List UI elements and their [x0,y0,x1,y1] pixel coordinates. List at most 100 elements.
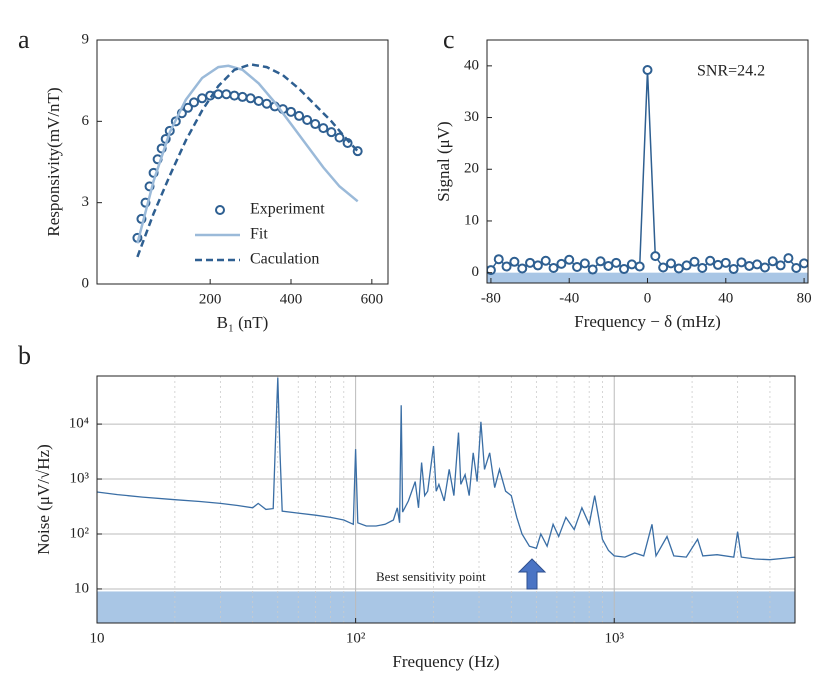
data-point [245,93,256,104]
data-point [626,259,637,270]
arrow [517,558,547,590]
legend-marker [215,205,225,215]
x-axis-label: Frequency (Hz) [392,652,499,671]
data-point [318,123,329,134]
data-point [689,256,700,267]
data-point [572,261,583,272]
data-point [799,258,808,269]
data-point [564,254,575,265]
data-line [136,64,359,244]
data-point [487,265,496,276]
data-point [548,263,559,274]
plot-area [132,63,363,258]
y-tick-label: 20 [464,161,479,177]
data-point [294,110,305,121]
data-point [611,257,622,268]
axes-frame [486,39,809,284]
y-tick-label: 30 [464,109,479,125]
y-tick-label: 6 [82,113,90,129]
legend-label: Experiment [250,201,325,218]
data-point [759,262,770,273]
y-tick-label: 10 [464,212,479,228]
data-point [673,263,684,274]
data-point [237,91,248,102]
y-tick-label: 10² [70,525,90,541]
x-tick-label: 40 [718,290,733,306]
legend-label: Caculation [250,251,319,268]
data-point [681,260,692,271]
x-tick-label: 80 [797,290,812,306]
x-tick-label: -80 [481,290,501,306]
panel-label: a [18,25,30,54]
x-tick-label: -40 [559,290,579,306]
data-point [221,89,232,100]
data-point [642,64,653,75]
data-point [182,102,193,113]
data-point [213,89,224,100]
data-point [197,93,208,104]
data-point [728,264,739,275]
y-axis-label: Noise (μV/√Hz) [34,444,53,555]
data-point [302,114,313,125]
data-point [540,255,551,266]
data-point [189,97,199,108]
x-tick-label: 400 [280,291,303,307]
data-point [744,260,755,271]
data-point [665,258,676,269]
data-line [97,377,795,561]
y-tick-label: 0 [472,264,480,280]
x-tick-label: 10² [346,630,366,646]
data-point [579,258,590,269]
data-line [490,69,805,271]
data-point [705,255,716,266]
data-line [136,63,359,258]
shaded-band [97,591,795,623]
data-point [619,264,630,275]
x-tick-label: 0 [644,290,652,306]
data-point [556,258,567,269]
data-point [783,253,794,264]
data-point [253,96,264,106]
data-point [634,261,645,272]
data-point [509,256,520,267]
data-point [697,263,708,274]
data-point [286,106,296,117]
annotation: SNR=24.2 [697,63,765,80]
panel-label: b [18,341,31,370]
data-point [712,259,723,270]
x-tick-label: 600 [361,291,384,307]
x-axis-label: Frequency − δ (mHz) [574,312,720,331]
data-point [493,254,504,265]
data-point [720,257,731,268]
data-point [658,262,669,273]
x-tick-label: 200 [199,291,222,307]
y-tick-label: 40 [464,57,479,73]
y-tick-label: 10⁴ [69,416,89,432]
y-tick-label: 0 [82,275,90,291]
data-point [326,127,337,138]
data-point [775,260,786,271]
y-tick-label: 10³ [70,470,90,486]
data-point [650,251,661,262]
data-point [791,263,802,274]
x-tick-label: 10 [90,630,105,646]
data-point [595,256,606,267]
legend-label: Fit [250,226,268,243]
data-point [261,98,272,109]
data-point [517,263,528,274]
y-tick-label: 9 [82,31,90,47]
axes-frame [96,39,389,285]
plot-area [97,376,795,623]
data-point [532,260,543,271]
data-point [752,259,763,270]
plot-area [487,64,808,283]
data-point [501,261,512,272]
data-point [525,257,536,268]
y-tick-label: 3 [82,194,90,210]
annotation: Best sensitivity point [376,569,486,584]
x-axis-label: B₁ (nT) [217,313,269,332]
x-tick-label: 10³ [604,630,624,646]
data-point [334,132,345,143]
data-point [736,257,747,268]
